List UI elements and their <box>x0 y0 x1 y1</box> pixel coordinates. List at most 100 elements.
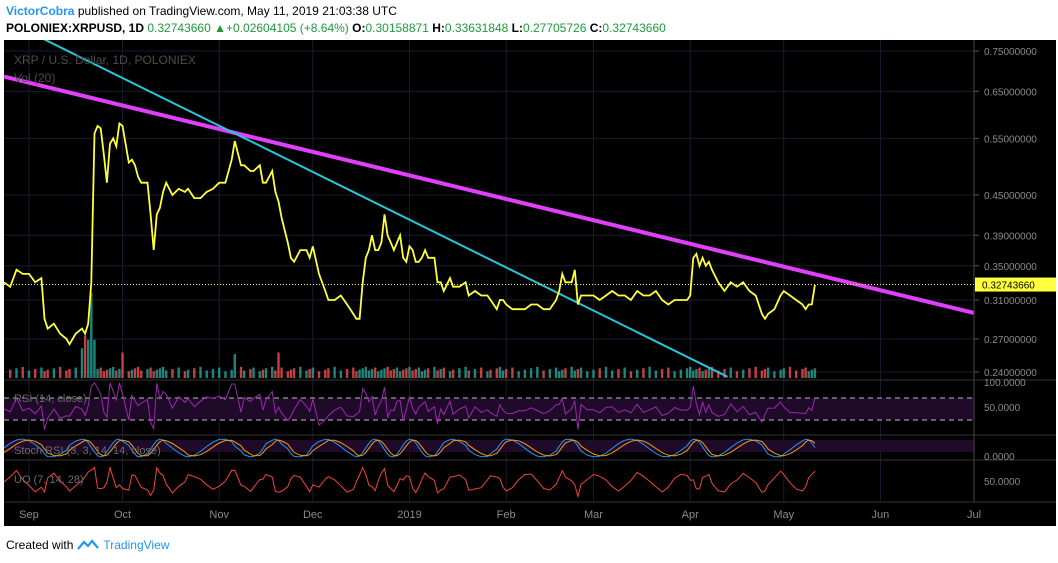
tradingview-link[interactable]: TradingView <box>103 538 170 552</box>
volume-label: Vol (20) <box>14 71 55 85</box>
volume-bar <box>685 368 689 378</box>
volume-bar <box>704 369 707 378</box>
volume-bar <box>529 368 533 378</box>
volume-bar <box>361 368 364 378</box>
low-value: 0.27705726 <box>522 21 587 35</box>
volume-bar <box>121 352 124 378</box>
volume-bar <box>292 368 296 378</box>
volume-bar <box>373 367 377 378</box>
volume-bar <box>211 369 215 378</box>
volume-bar <box>43 371 46 378</box>
volume-bar <box>65 370 68 378</box>
volume-bar <box>617 369 620 378</box>
trendline <box>4 74 974 315</box>
volume-bar <box>707 368 711 378</box>
volume-bar <box>108 368 112 378</box>
rsi-line <box>3 381 816 431</box>
volume-bar <box>177 367 180 378</box>
symbol-label[interactable]: POLONIEX:XRPUSD, 1D <box>6 21 145 35</box>
volume-bar <box>554 367 558 378</box>
last-price-label: 0.32743660 <box>982 281 1035 292</box>
high-value: 0.33631848 <box>444 21 509 35</box>
volume-bar <box>473 369 477 378</box>
volume-bar <box>183 371 187 378</box>
volume-bar <box>395 367 399 378</box>
volume-bar <box>40 367 43 378</box>
volume-bar <box>804 367 807 378</box>
volume-bar <box>383 368 386 378</box>
price-line <box>3 121 816 346</box>
volume-bar <box>464 366 467 378</box>
volume-bar <box>133 368 137 378</box>
volume-bar <box>58 366 62 378</box>
volume-bar <box>448 371 452 378</box>
volume-bar <box>717 370 720 378</box>
y-tick-label: 0.35000000 <box>984 262 1037 273</box>
volume-bar <box>536 366 539 378</box>
trendline <box>43 40 729 378</box>
volume-bar <box>754 366 757 378</box>
volume-bar <box>517 371 520 378</box>
volume-bar <box>324 369 327 378</box>
y-tick-label: 0.39000000 <box>984 231 1037 242</box>
volume-bar <box>224 371 227 378</box>
author-link[interactable]: VictorCobra <box>6 4 75 18</box>
volume-bar <box>264 368 268 378</box>
volume-bar <box>80 348 84 378</box>
volume-bar <box>688 366 692 378</box>
rsi-band-fill <box>4 398 974 420</box>
volume-bar <box>788 366 792 378</box>
volume-bar <box>230 369 233 378</box>
volume-bar <box>489 369 492 378</box>
close-label: C: <box>589 21 603 35</box>
volume-bar <box>289 369 293 378</box>
volume-bar <box>405 368 408 378</box>
volume-bar <box>118 369 121 378</box>
volume-bar <box>398 371 402 378</box>
volume-bar <box>673 371 676 378</box>
price-chart[interactable]: 0.32743660 Sep Oct Nov Dec 2019 Feb Mar Apr May J… <box>3 40 1057 526</box>
low-label: L: <box>511 21 523 35</box>
volume-bar <box>442 367 445 378</box>
close-value: 0.32743660 <box>602 21 666 35</box>
volume-bar <box>305 370 308 378</box>
x-tick-label: May <box>773 509 794 521</box>
volume-bar <box>218 367 221 378</box>
volume-bar <box>261 369 265 378</box>
rsi-scale-label: 50.0000 <box>984 403 1021 414</box>
indicators <box>3 381 974 499</box>
volume-bar <box>386 366 389 378</box>
volume-bar <box>277 352 280 378</box>
y-tick-label: 0.31000000 <box>984 296 1037 307</box>
volume-bar <box>186 369 190 378</box>
volume-bar <box>701 371 704 378</box>
volume-bar <box>807 371 810 378</box>
volume-bar <box>561 369 564 378</box>
volume-bar <box>411 370 414 378</box>
volume-bar <box>93 339 96 378</box>
volume-bar <box>773 371 776 378</box>
volume-bar <box>498 366 502 378</box>
stoch-band-fill <box>4 440 974 452</box>
volume-bar <box>741 369 745 378</box>
volume-bar <box>9 369 12 378</box>
high-label: H: <box>432 21 445 35</box>
volume-bar <box>311 367 314 378</box>
volume-bar <box>105 369 109 378</box>
trendlines[interactable] <box>4 40 974 378</box>
volume-bar <box>364 366 368 378</box>
volume-bar <box>233 354 237 378</box>
volume-bar <box>239 366 243 378</box>
volume-bar <box>642 368 645 378</box>
volume-bar <box>760 370 764 378</box>
volume-bar <box>426 368 430 378</box>
x-tick-label: Jun <box>872 509 890 521</box>
chart-area[interactable]: 0.32743660 Sep Oct Nov Dec 2019 Feb Mar Apr May J… <box>3 40 1057 526</box>
y-tick-label: 0.75000000 <box>984 47 1037 58</box>
volume-bar <box>763 369 767 378</box>
footer: Created with TradingView <box>6 538 169 552</box>
volume-bar <box>729 367 732 378</box>
uo-scale-label: 50.0000 <box>984 477 1021 488</box>
volume-bar <box>511 367 514 378</box>
volume-bar <box>436 370 439 378</box>
